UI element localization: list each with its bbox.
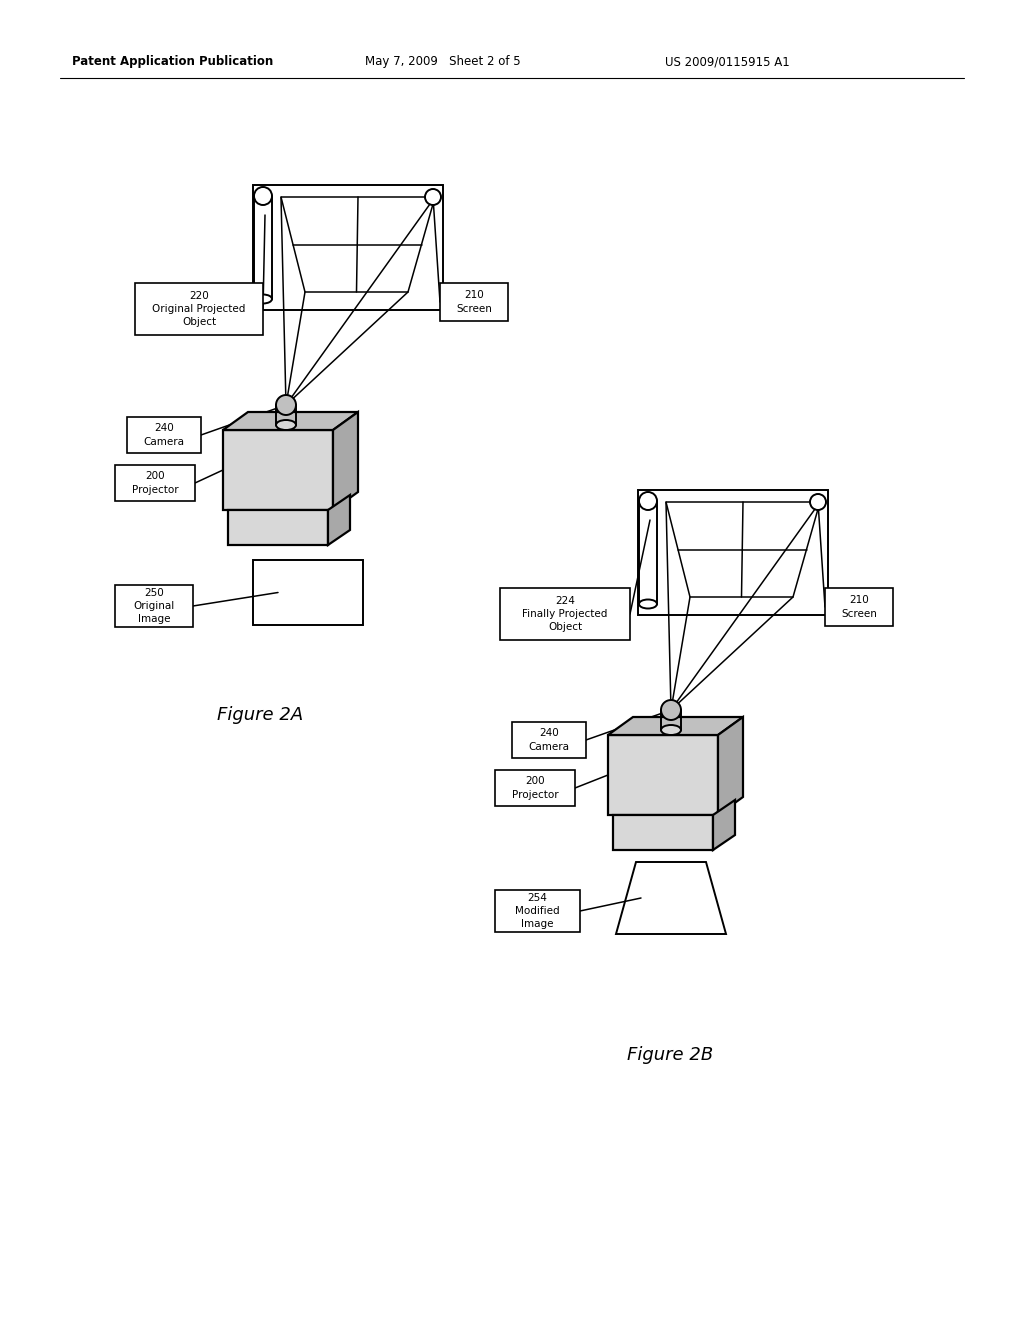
Polygon shape [713, 800, 735, 850]
Bar [223, 430, 333, 510]
Bar [825, 587, 893, 626]
Bar [495, 770, 575, 807]
Circle shape [662, 700, 681, 719]
Bar [115, 465, 195, 502]
Text: 250
Original
Image: 250 Original Image [133, 587, 175, 624]
Bar [500, 587, 630, 640]
Polygon shape [223, 412, 358, 430]
Circle shape [254, 187, 272, 205]
Text: 210
Screen: 210 Screen [841, 595, 877, 619]
Text: 240
Camera: 240 Camera [143, 424, 184, 446]
Bar [253, 185, 443, 310]
Text: 200
Projector: 200 Projector [132, 471, 178, 495]
Text: US 2009/0115915 A1: US 2009/0115915 A1 [665, 55, 790, 69]
Text: Patent Application Publication: Patent Application Publication [72, 55, 273, 69]
Circle shape [639, 492, 657, 510]
Circle shape [425, 189, 441, 205]
Text: May 7, 2009   Sheet 2 of 5: May 7, 2009 Sheet 2 of 5 [365, 55, 520, 69]
Polygon shape [333, 412, 358, 510]
Ellipse shape [254, 294, 272, 304]
Text: 200
Projector: 200 Projector [512, 776, 558, 800]
Bar [495, 890, 580, 932]
Polygon shape [328, 495, 350, 545]
Bar [638, 490, 828, 615]
Bar [608, 735, 718, 814]
Polygon shape [616, 862, 726, 935]
Bar [228, 510, 328, 545]
Bar [512, 722, 586, 758]
Text: 240
Camera: 240 Camera [528, 729, 569, 751]
Bar [440, 282, 508, 321]
Text: 254
Modified
Image: 254 Modified Image [515, 892, 560, 929]
Text: Figure 2A: Figure 2A [217, 706, 303, 723]
Ellipse shape [662, 725, 681, 735]
Polygon shape [608, 717, 743, 735]
Text: 220
Original Projected
Object: 220 Original Projected Object [153, 290, 246, 327]
Bar [135, 282, 263, 335]
Text: 210
Screen: 210 Screen [456, 290, 492, 314]
Bar [613, 814, 713, 850]
Circle shape [276, 395, 296, 414]
Bar [115, 585, 193, 627]
Polygon shape [718, 717, 743, 814]
Circle shape [810, 494, 826, 510]
Bar [253, 560, 362, 624]
Text: 224
Finally Projected
Object: 224 Finally Projected Object [522, 595, 607, 632]
Text: Figure 2B: Figure 2B [627, 1045, 713, 1064]
Bar [127, 417, 201, 453]
Ellipse shape [639, 599, 657, 609]
Ellipse shape [276, 420, 296, 430]
